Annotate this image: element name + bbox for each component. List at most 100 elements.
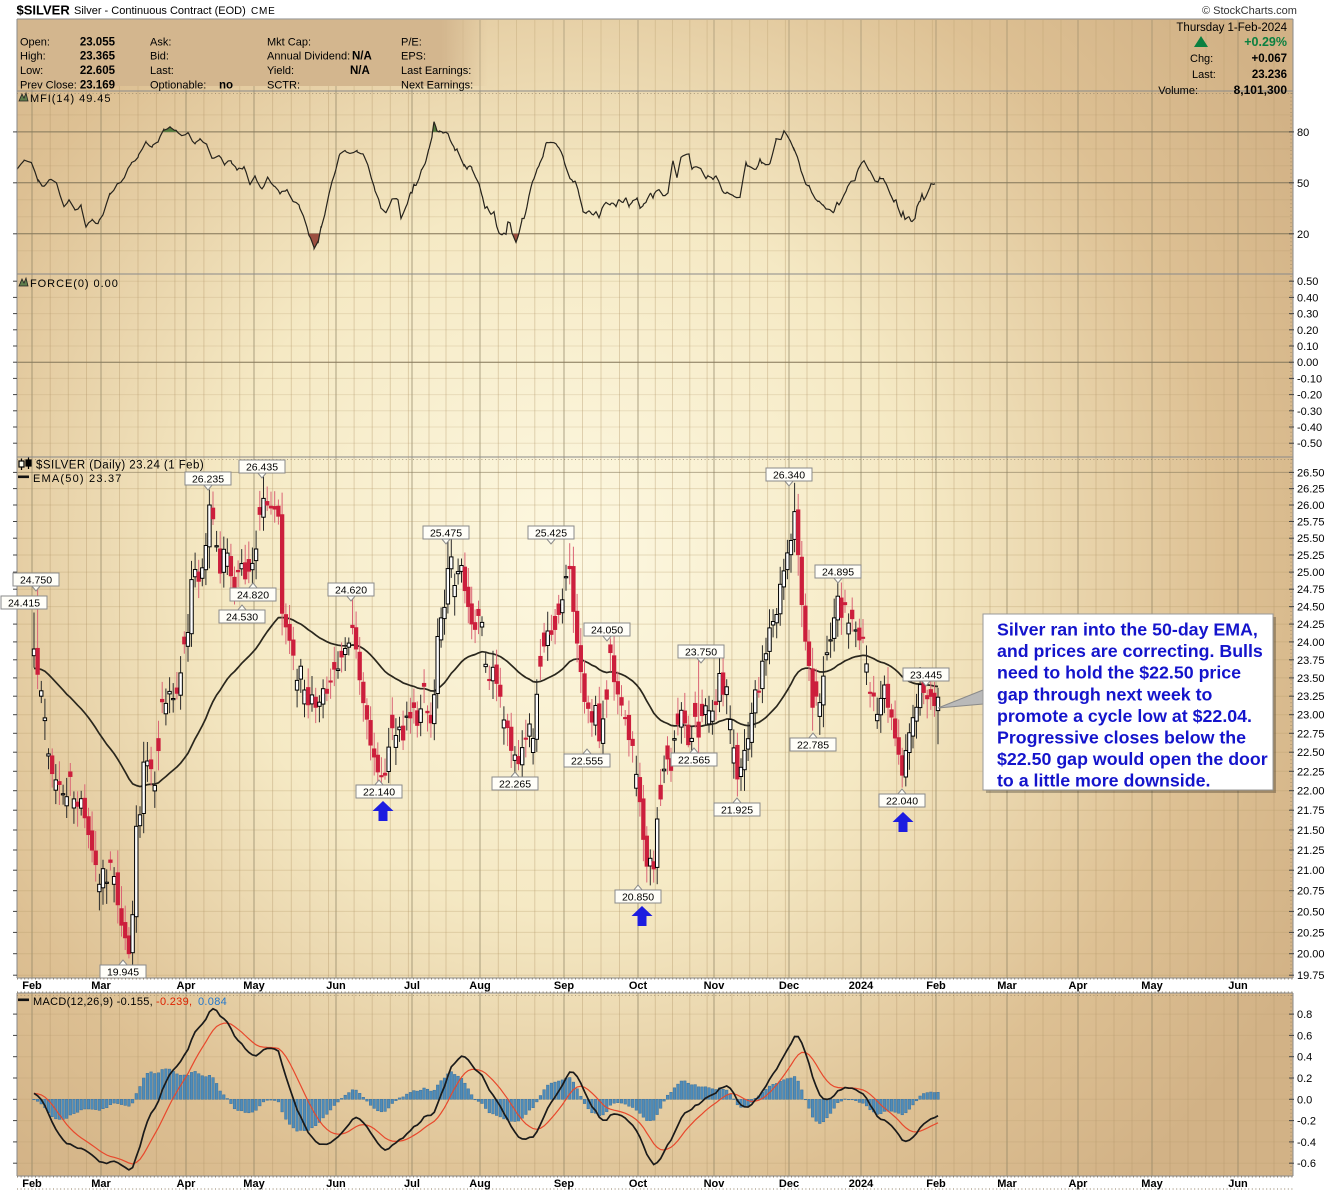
svg-text:Dec: Dec [779, 980, 799, 992]
svg-text:19.75: 19.75 [1297, 970, 1325, 982]
svg-text:Oct: Oct [629, 980, 648, 992]
svg-text:24.75: 24.75 [1297, 584, 1325, 596]
svg-text:Aug: Aug [469, 1178, 490, 1190]
svg-text:need to hold the $22.50 price: need to hold the $22.50 price [997, 663, 1241, 683]
svg-text:Feb: Feb [22, 1178, 42, 1190]
svg-text:22.75: 22.75 [1297, 728, 1325, 740]
svg-text:-0.2: -0.2 [1297, 1116, 1316, 1128]
svg-text:EMA(50) 23.37: EMA(50) 23.37 [33, 473, 123, 485]
svg-text:24.415: 24.415 [8, 598, 40, 610]
svg-text:-0.4: -0.4 [1297, 1137, 1316, 1149]
svg-text:21.00: 21.00 [1297, 865, 1325, 877]
svg-text:26.50: 26.50 [1297, 467, 1325, 479]
svg-text:22.265: 22.265 [499, 779, 531, 791]
svg-text:+0.067: +0.067 [1252, 53, 1288, 65]
svg-text:-0.6: -0.6 [1297, 1158, 1316, 1170]
svg-text:Jun: Jun [1228, 1178, 1248, 1190]
svg-text:May: May [1141, 1178, 1163, 1190]
svg-text:24.530: 24.530 [226, 612, 258, 624]
svg-text:2024: 2024 [849, 980, 874, 992]
svg-text:20.75: 20.75 [1297, 886, 1325, 898]
svg-text:25.425: 25.425 [535, 528, 567, 540]
svg-text:0.30: 0.30 [1297, 309, 1318, 321]
svg-text:23.365: 23.365 [80, 51, 116, 63]
svg-text:21.50: 21.50 [1297, 825, 1325, 837]
svg-text:26.435: 26.435 [246, 462, 278, 474]
svg-text:Nov: Nov [704, 1178, 726, 1190]
svg-text:MACD(12,26,9) -0.155,: MACD(12,26,9) -0.155, [33, 996, 153, 1008]
svg-text:19.945: 19.945 [107, 967, 139, 979]
svg-text:23.00: 23.00 [1297, 710, 1325, 722]
svg-text:SCTR:: SCTR: [267, 80, 300, 92]
svg-text:25.50: 25.50 [1297, 533, 1325, 545]
svg-text:© StockCharts.com: © StockCharts.com [1202, 5, 1297, 17]
svg-text:May: May [243, 1178, 265, 1190]
svg-text:24.00: 24.00 [1297, 637, 1325, 649]
svg-text:MFI(14) 49.45: MFI(14) 49.45 [30, 93, 111, 105]
svg-text:EPS:: EPS: [401, 51, 426, 63]
svg-text:Annual Dividend:: Annual Dividend: [267, 51, 350, 63]
svg-text:-0.50: -0.50 [1297, 438, 1322, 450]
svg-text:20.850: 20.850 [622, 892, 654, 904]
svg-text:50: 50 [1297, 178, 1309, 190]
svg-text:Mar: Mar [91, 980, 111, 992]
svg-text:-0.20: -0.20 [1297, 390, 1322, 402]
svg-text:25.75: 25.75 [1297, 517, 1325, 529]
svg-text:Yield:: Yield: [267, 65, 294, 77]
svg-text:N/A: N/A [352, 51, 372, 63]
svg-text:promote a cycle low at $22.04.: promote a cycle low at $22.04. [997, 706, 1252, 726]
svg-text:Jul: Jul [404, 980, 420, 992]
svg-text:24.50: 24.50 [1297, 602, 1325, 614]
svg-text:Feb: Feb [22, 980, 42, 992]
svg-text:26.235: 26.235 [192, 474, 224, 486]
svg-text:25.00: 25.00 [1297, 567, 1325, 579]
svg-text:Jun: Jun [1228, 980, 1248, 992]
svg-text:Mar: Mar [91, 1178, 111, 1190]
svg-text:to a little more downside.: to a little more downside. [997, 771, 1210, 791]
svg-text:Bid:: Bid: [150, 51, 169, 63]
svg-text:Oct: Oct [629, 1178, 648, 1190]
svg-text:22.555: 22.555 [571, 756, 603, 768]
svg-text:24.895: 24.895 [822, 567, 854, 579]
svg-text:24.750: 24.750 [20, 575, 52, 587]
svg-text:Thursday 1-Feb-2024: Thursday 1-Feb-2024 [1176, 22, 1287, 34]
svg-text:Mkt Cap:: Mkt Cap: [267, 36, 311, 48]
svg-text:-0.40: -0.40 [1297, 422, 1322, 434]
svg-text:24.820: 24.820 [237, 590, 269, 602]
svg-text:no: no [219, 80, 233, 92]
svg-text:Aug: Aug [469, 980, 490, 992]
svg-text:0.0: 0.0 [1297, 1094, 1312, 1106]
svg-text:0.10: 0.10 [1297, 341, 1318, 353]
svg-text:22.140: 22.140 [363, 787, 395, 799]
svg-text:Jun: Jun [326, 980, 346, 992]
svg-text:23.445: 23.445 [910, 670, 942, 682]
svg-text:Optionable:: Optionable: [150, 80, 206, 92]
svg-text:24.050: 24.050 [591, 625, 623, 637]
svg-text:22.785: 22.785 [797, 740, 829, 752]
svg-text:0.8: 0.8 [1297, 1009, 1312, 1021]
svg-text:Last:: Last: [150, 65, 174, 77]
svg-text:Jun: Jun [326, 1178, 346, 1190]
svg-text:$SILVER: $SILVER [17, 3, 71, 18]
svg-text:80: 80 [1297, 127, 1309, 139]
svg-text:0.6: 0.6 [1297, 1030, 1312, 1042]
svg-text:Volume:: Volume: [1158, 85, 1198, 97]
svg-text:23.750: 23.750 [685, 647, 717, 659]
svg-text:+0.29%: +0.29% [1244, 35, 1287, 49]
svg-text:26.340: 26.340 [773, 470, 805, 482]
svg-text:-0.10: -0.10 [1297, 373, 1322, 385]
svg-text:Next Earnings:: Next Earnings: [401, 80, 473, 92]
svg-text:$22.50 gap would open the door: $22.50 gap would open the door [997, 749, 1268, 769]
svg-text:-0.30: -0.30 [1297, 406, 1322, 418]
svg-text:22.605: 22.605 [80, 65, 116, 77]
svg-text:0.00: 0.00 [1297, 357, 1318, 369]
svg-text:24.620: 24.620 [335, 585, 367, 597]
svg-text:22.50: 22.50 [1297, 747, 1325, 759]
svg-text:22.25: 22.25 [1297, 766, 1325, 778]
svg-text:22.00: 22.00 [1297, 786, 1325, 798]
svg-text:23.50: 23.50 [1297, 673, 1325, 685]
svg-text:23.25: 23.25 [1297, 691, 1325, 703]
svg-text:$SILVER (Daily) 23.24 (1 Feb): $SILVER (Daily) 23.24 (1 Feb) [36, 460, 204, 472]
svg-text:Open:: Open: [20, 36, 50, 48]
svg-text:Sep: Sep [554, 1178, 574, 1190]
